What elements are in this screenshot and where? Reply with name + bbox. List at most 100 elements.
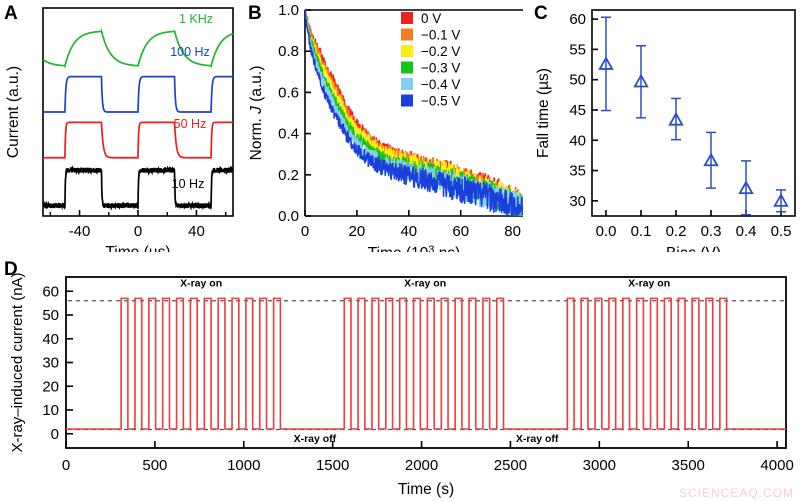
panel-d-annotation: X-ray off xyxy=(516,433,559,445)
panel-d-xtick-label: 1500 xyxy=(316,457,349,474)
panel-d-xtick-label: 3000 xyxy=(583,457,616,474)
panel-d-ytick-label: 20 xyxy=(42,378,59,395)
panel-c-ytick-label: 60 xyxy=(569,11,586,28)
panel-c-ytick-label: 40 xyxy=(569,132,586,149)
panel-a-curve-label: 100 Hz xyxy=(170,45,210,59)
panel-b-legend-label: −0.5 V xyxy=(421,94,460,109)
panel-c: C 0.0 0.1 0.2 0.3 0.4 0.5 30 35 40 45 50 55 60 Bias (… xyxy=(530,0,800,252)
panel-b-ytick-label: 0.4 xyxy=(278,126,299,143)
panel-c-xtick-label: 0.5 xyxy=(771,223,792,240)
panel-d-ytick-label: 0 xyxy=(51,426,59,443)
panel-c-marker xyxy=(668,111,684,126)
panel-c-ylabel: Fall time (µs) xyxy=(535,68,552,158)
panel-a-curve xyxy=(43,165,233,212)
panel-c-xtick-label: 0.0 xyxy=(596,223,617,240)
panel-b-legend-swatch xyxy=(401,78,413,90)
panel-a-curve xyxy=(43,27,233,69)
panel-b-xtick-label: 80 xyxy=(504,223,521,240)
panel-d-xtick-label: 1000 xyxy=(227,457,260,474)
panel-b: B 0 20 40 60 80 0.0 0.2 0.4 0.6 0.8 1.0 Time (103 n… xyxy=(245,0,530,252)
panel-c-ytick-label: 50 xyxy=(569,72,586,89)
panel-b-xtick-label: 40 xyxy=(400,223,417,240)
panel-b-xtick-label: 0 xyxy=(301,223,309,240)
panel-b-curve xyxy=(305,10,523,216)
panel-a: A -40 0 40 Time (µs) Current (a.u.) 1 KHz 100 … xyxy=(0,0,245,252)
panel-d-plot: 0 500 1000 1500 2000 2500 3000 3500 4000 0 10 20 30 4… xyxy=(9,272,794,498)
panel-b-xtick-label: 20 xyxy=(349,223,366,240)
panel-d-annotation: X-ray off xyxy=(294,433,337,445)
panel-c-xtick-label: 0.2 xyxy=(666,223,687,240)
panel-d-annotation: X-ray on xyxy=(180,278,222,290)
panel-a-xtick-label: 0 xyxy=(134,223,142,240)
panel-c-xtick-label: 0.3 xyxy=(701,223,722,240)
panel-b-curves xyxy=(305,10,523,216)
panel-a-xtick-label: 40 xyxy=(188,223,205,240)
panel-d-ytick-label: 60 xyxy=(42,283,59,300)
panel-d-ylabel: X-ray–induced current (nA) xyxy=(9,272,26,452)
panel-b-legend-label: −0.1 V xyxy=(421,28,460,43)
panel-b-legend-label: −0.4 V xyxy=(421,77,460,92)
panel-b-xlabel: Time (103 ns) xyxy=(368,244,461,252)
panel-a-xlabel: Time (µs) xyxy=(105,244,170,252)
panel-d-xtick-label: 2500 xyxy=(494,457,527,474)
panel-b-ytick-label: 0.2 xyxy=(278,167,299,184)
panel-d-xtick-label: 0 xyxy=(62,457,70,474)
panel-c-marker xyxy=(738,180,754,195)
panel-a-curve xyxy=(43,121,233,159)
panel-a-curve xyxy=(43,75,233,113)
panel-a-curves xyxy=(43,27,233,212)
panel-b-ytick-label: 0.6 xyxy=(278,84,299,101)
panel-b-ytick-label: 0.0 xyxy=(278,208,299,225)
panel-c-label: C xyxy=(534,3,548,24)
watermark: SCIENCEAQ.COM xyxy=(678,486,794,500)
panel-b-legend: 0 V −0.1 V−0.2 V −0.3 V−0.4 V −0.5 V xyxy=(401,11,460,109)
panel-c-xtick-label: 0.4 xyxy=(736,223,757,240)
panel-a-label: A xyxy=(4,3,18,24)
panel-c-marker xyxy=(703,152,719,167)
panel-b-legend-swatch xyxy=(401,28,413,41)
panel-a-ylabel: Current (a.u.) xyxy=(5,66,22,158)
panel-d-annotation: X-ray on xyxy=(628,278,670,290)
panel-d-xtick-label: 500 xyxy=(142,457,167,474)
panel-b-legend-label: 0 V xyxy=(421,11,441,26)
panel-c-xtick-label: 0.1 xyxy=(631,223,652,240)
panel-a-plot: -40 0 40 Time (µs) Current (a.u.) 1 KHz 100 Hz… xyxy=(5,7,234,252)
panel-d-label: D xyxy=(4,259,18,280)
panel-c-datapoints xyxy=(598,16,789,216)
panel-c-marker xyxy=(633,73,649,88)
panel-c-ytick-label: 35 xyxy=(569,163,586,180)
panel-c-frame xyxy=(591,9,796,217)
panel-c-ytick-label: 30 xyxy=(569,193,586,210)
panel-b-legend-label: −0.2 V xyxy=(421,44,460,59)
panel-b-ytick-label: 0.8 xyxy=(278,43,299,60)
panel-b-label: B xyxy=(248,3,262,24)
panel-d-ytick-label: 50 xyxy=(42,307,59,324)
panel-b-legend-swatch xyxy=(401,61,413,74)
panel-d-xlabel: Time (s) xyxy=(398,481,454,498)
panel-b-ylabel: Norm. J (a.u.) xyxy=(248,66,265,161)
panel-d-xtick-label: 3500 xyxy=(672,457,705,474)
panel-a-curve-label: 50 Hz xyxy=(174,117,207,131)
panel-b-legend-label: −0.3 V xyxy=(421,61,460,76)
panel-a-xtick-label: -40 xyxy=(69,223,91,240)
panel-d-annotation: X-ray on xyxy=(404,278,446,290)
panel-b-legend-swatch xyxy=(401,45,413,57)
panel-c-plot: 0.0 0.1 0.2 0.3 0.4 0.5 30 35 40 45 50 55 60 Bias (V)… xyxy=(535,9,796,252)
panel-d-ytick-label: 30 xyxy=(42,355,59,372)
panel-b-ytick-label: 1.0 xyxy=(278,2,299,19)
panel-d-xtick-label: 2000 xyxy=(405,457,438,474)
panel-d-ytick-label: 10 xyxy=(42,402,59,419)
panel-c-marker xyxy=(773,193,789,207)
panel-c-marker xyxy=(598,56,614,70)
panel-b-plot: 0 20 40 60 80 0.0 0.2 0.4 0.6 0.8 1.0 Time (103 ns)… xyxy=(248,2,523,252)
panel-d-trace xyxy=(66,297,786,430)
panel-c-ytick-label: 55 xyxy=(569,41,586,58)
panel-a-curve-label: 10 Hz xyxy=(172,177,205,191)
panel-d-xtick-label: 4000 xyxy=(760,457,793,474)
panel-d-ytick-label: 40 xyxy=(42,331,59,348)
panel-c-xlabel: Bias (V) xyxy=(666,245,721,252)
panel-d: D 0 500 1000 1500 2000 2500 3000 3500 4000 0 10 20 3… xyxy=(0,252,800,502)
panel-b-legend-swatch xyxy=(401,12,413,24)
panel-a-curve-label: 1 KHz xyxy=(179,12,213,26)
panel-b-xtick-label: 60 xyxy=(452,223,469,240)
